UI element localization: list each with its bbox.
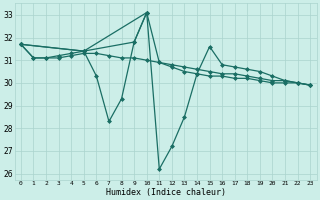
X-axis label: Humidex (Indice chaleur): Humidex (Indice chaleur) bbox=[106, 188, 226, 197]
